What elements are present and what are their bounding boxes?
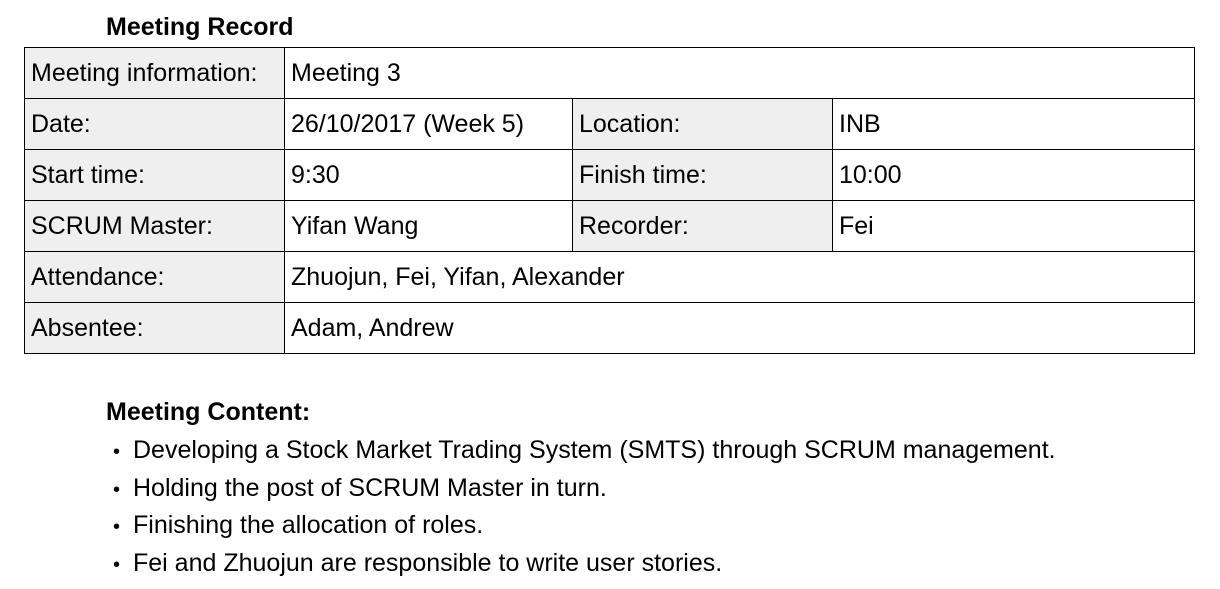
list-item: • Fei and Zhuojun are responsible to writ… — [113, 545, 1056, 583]
recorder-label: Recorder: — [572, 200, 833, 252]
meeting-record-title: Meeting Record — [106, 13, 294, 41]
table-row-times: Start time: 9:30 Finish time: 10:00 — [24, 149, 1196, 201]
list-item: • Finishing the allocation of roles. — [113, 507, 1056, 545]
list-item: • Holding the post of SCRUM Master in tur… — [113, 470, 1056, 508]
finish-time-value: 10:00 — [831, 149, 1196, 201]
location-label: Location: — [572, 98, 833, 150]
table-row-roles: SCRUM Master: Yifan Wang Recorder: Fei — [24, 200, 1196, 252]
attendance-value: Zhuojun, Fei, Yifan, Alexander — [283, 251, 1196, 303]
meeting-content-list: • Developing a Stock Market Trading Syste… — [113, 432, 1056, 582]
finish-time-label: Finish time: — [572, 149, 833, 201]
list-item-text: Developing a Stock Market Trading System… — [133, 436, 1056, 464]
meeting-information-label: Meeting information: — [24, 47, 285, 99]
table-row-meeting-information: Meeting information: Meeting 3 — [24, 47, 1196, 99]
list-item-text: Finishing the allocation of roles. — [133, 511, 484, 539]
list-item: • Developing a Stock Market Trading Syste… — [113, 432, 1056, 470]
meeting-content-title: Meeting Content: — [106, 398, 311, 426]
table-row-attendance: Attendance: Zhuojun, Fei, Yifan, Alexand… — [24, 251, 1196, 303]
attendance-label: Attendance: — [24, 251, 285, 303]
table-row-absentee: Absentee: Adam, Andrew — [24, 302, 1196, 354]
meeting-info-table: Meeting information: Meeting 3 Date: 26/… — [24, 47, 1196, 354]
bullet-icon: • — [113, 441, 121, 463]
location-value: INB — [831, 98, 1196, 150]
scrum-master-value: Yifan Wang — [284, 200, 573, 252]
bullet-icon: • — [113, 516, 121, 538]
date-value: 26/10/2017 (Week 5) — [284, 98, 573, 150]
start-time-label: Start time: — [24, 149, 285, 201]
absentee-label: Absentee: — [24, 302, 285, 354]
list-item-text: Fei and Zhuojun are responsible to write… — [133, 548, 723, 577]
meeting-information-value: Meeting 3 — [283, 47, 1196, 99]
bullet-icon: • — [113, 478, 121, 501]
table-row-date-location: Date: 26/10/2017 (Week 5) Location: INB — [24, 98, 1196, 150]
recorder-value: Fei — [831, 200, 1196, 252]
start-time-value: 9:30 — [284, 149, 573, 201]
absentee-value: Adam, Andrew — [283, 302, 1196, 354]
list-item-text: Holding the post of SCRUM Master in turn… — [133, 473, 607, 502]
date-label: Date: — [24, 98, 285, 150]
bullet-icon: • — [113, 553, 121, 576]
scrum-master-label: SCRUM Master: — [24, 200, 285, 252]
